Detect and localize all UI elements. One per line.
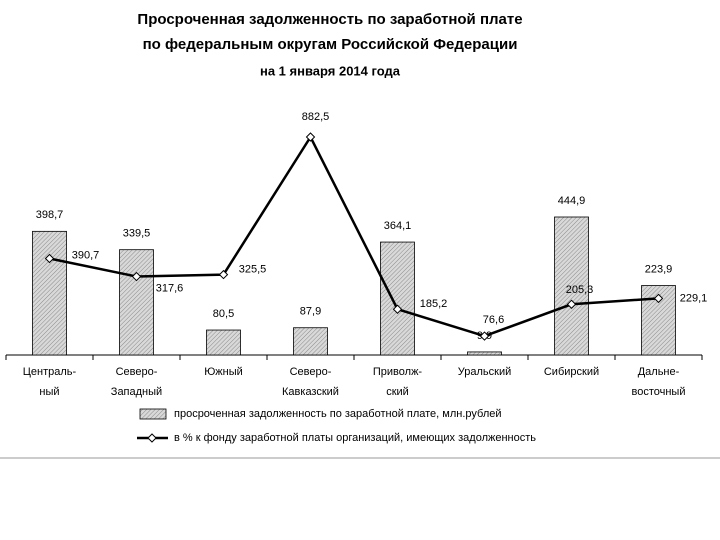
bar-value-label: 87,9	[300, 306, 321, 318]
line-value-label: 325,5	[239, 263, 267, 275]
line-value-label: 76,6	[483, 314, 504, 326]
x-tick-label: Централь-ный	[23, 366, 77, 398]
line-value-label: 205,3	[566, 284, 594, 296]
line-marker	[218, 269, 229, 280]
bar-value-label: 364,1	[384, 220, 412, 232]
legend-marker	[147, 433, 157, 443]
x-tick-label: Северо-Западный	[111, 366, 162, 398]
line-marker	[392, 304, 403, 314]
line-marker	[479, 331, 490, 341]
line	[49, 134, 659, 338]
x-tick-label: Южный	[204, 366, 243, 378]
bar	[32, 230, 67, 356]
line-value-label: 185,2	[420, 298, 448, 310]
x-tick-label: Северо-Кавказский	[282, 366, 339, 398]
bar	[293, 327, 328, 356]
x-tick-label: Сибирский	[544, 366, 599, 378]
bar-value-label: 223,9	[645, 263, 673, 275]
chart-title: Просроченная задолженность по заработной…	[137, 11, 522, 53]
chart-subtitle: на 1 января 2014 года	[260, 63, 401, 78]
line-marker	[305, 132, 316, 142]
line-marker	[653, 293, 664, 304]
line-marker	[566, 299, 577, 309]
line-marker	[131, 271, 142, 282]
bar	[119, 249, 154, 356]
line-value-label: 317,6	[156, 282, 184, 294]
line-value-label: 229,1	[680, 292, 708, 304]
line-marker	[44, 253, 55, 264]
x-tick-label: Приволж-ский	[373, 366, 423, 398]
bar	[467, 351, 502, 356]
bar	[206, 329, 241, 356]
line-value-label: 882,5	[302, 111, 330, 123]
bar-value-label: 80,5	[213, 308, 234, 320]
bar	[380, 241, 415, 356]
x-tick-label: Уральский	[458, 366, 511, 378]
bar	[554, 216, 589, 356]
x-tick-label: Дальне-восточный	[632, 366, 686, 398]
bar-value-label: 444,9	[558, 195, 586, 207]
legend-label: в % к фонду заработной платы организаций…	[174, 432, 536, 444]
bar-value-label: 339,5	[123, 228, 151, 240]
legend-label: просроченная задолженность по заработной…	[174, 408, 502, 420]
bar-value-label: 398,7	[36, 209, 64, 221]
line-value-label: 390,7	[72, 249, 100, 261]
legend-swatch	[139, 408, 167, 420]
